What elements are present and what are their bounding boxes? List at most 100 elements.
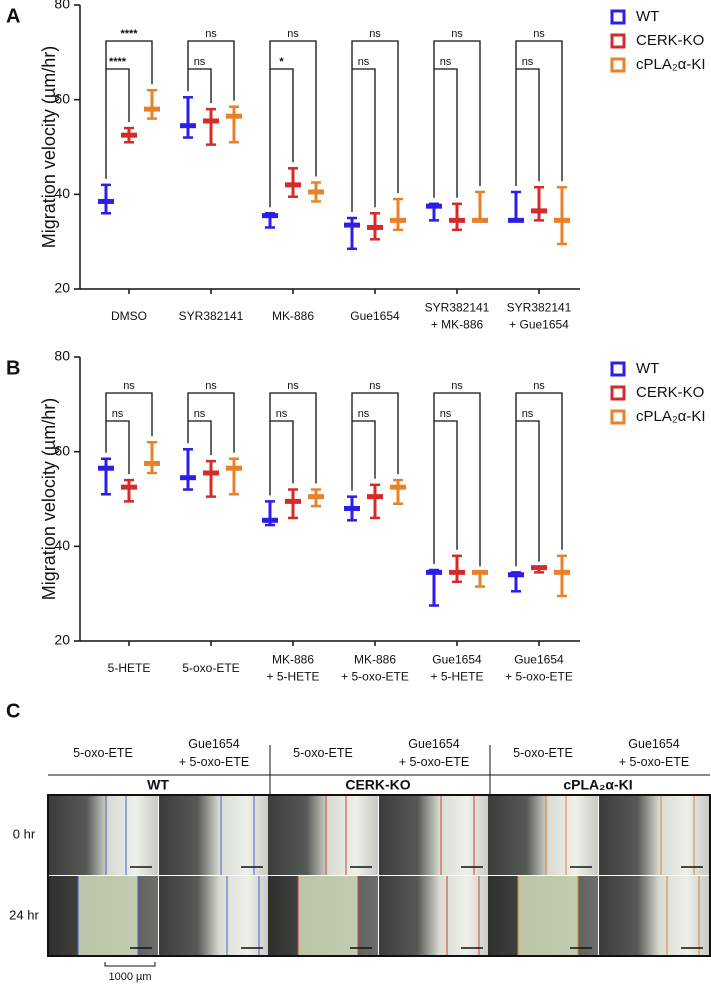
- significance-bracket: [187, 40, 235, 101]
- significance-label: ns: [440, 408, 452, 420]
- significance-bracket: [105, 392, 153, 437]
- micrograph: [268, 795, 378, 875]
- x-tick-label: SYR382141: [179, 309, 244, 323]
- micrograph: [48, 795, 158, 875]
- significance-label: ns: [276, 408, 288, 420]
- legend-label: CERK-KO: [636, 384, 704, 401]
- micrograph: [599, 795, 709, 875]
- scale-bracket: [104, 962, 156, 967]
- significance-bracket: [515, 68, 540, 186]
- significance-label: ns: [440, 56, 452, 68]
- micrograph-glow: [78, 876, 138, 956]
- significance-label: *: [279, 56, 284, 68]
- x-tick-label: Gue1654 + 5-HETE: [430, 653, 483, 684]
- scale-label: 1000 µm: [108, 971, 151, 983]
- panel-label: C: [6, 700, 20, 722]
- significance-label: ns: [287, 380, 299, 392]
- x-tick-label: 5-oxo-ETE: [182, 661, 239, 675]
- group-label: cPLA₂α-KI: [563, 777, 632, 793]
- legend-marker: [610, 361, 626, 377]
- legend-label: WT: [636, 8, 659, 25]
- micrograph: [599, 876, 709, 956]
- micrograph-glow: [298, 876, 358, 956]
- significance-bracket: [433, 68, 458, 198]
- significance-bracket: [433, 40, 481, 186]
- legend-marker: [610, 33, 626, 49]
- significance-label: ns: [369, 380, 381, 392]
- significance-bracket: [269, 40, 317, 177]
- y-tick-label: 60: [54, 442, 70, 458]
- micrograph: [488, 795, 598, 875]
- significance-label: ns: [194, 408, 206, 420]
- row-label: 0 hr: [13, 826, 36, 841]
- legend-marker: [610, 385, 626, 401]
- group-label: WT: [147, 777, 169, 793]
- significance-label: ns: [358, 56, 370, 68]
- significance-bracket: [269, 392, 317, 484]
- x-tick-label: MK-886 + 5-HETE: [266, 653, 319, 684]
- x-tick-label: DMSO: [111, 309, 147, 323]
- significance-bracket: [351, 68, 376, 212]
- x-tick-label: SYR382141 + MK-886: [425, 301, 490, 332]
- significance-label: ns: [123, 380, 135, 392]
- y-tick-label: 20: [54, 280, 70, 296]
- significance-bracket: [515, 392, 563, 550]
- significance-label: ns: [533, 380, 545, 392]
- legend-label: CERK-KO: [636, 32, 704, 49]
- significance-label: ns: [533, 28, 545, 40]
- column-label: 5-oxo-ETE: [513, 746, 573, 760]
- legend-label: cPLA₂α-KI: [636, 408, 706, 425]
- significance-label: ns: [194, 56, 206, 68]
- micrograph: [159, 795, 269, 875]
- significance-label: ns: [522, 408, 534, 420]
- y-tick-label: 40: [54, 537, 70, 553]
- significance-label: ns: [369, 28, 381, 40]
- significance-label: ns: [287, 28, 299, 40]
- significance-label: ns: [451, 28, 463, 40]
- x-tick-label: Gue1654 + 5-oxo-ETE: [505, 653, 573, 684]
- significance-bracket: [515, 420, 540, 567]
- legend-marker: [610, 57, 626, 73]
- significance-label: ns: [205, 380, 217, 392]
- significance-bracket: [105, 420, 130, 475]
- significance-bracket: [269, 420, 294, 496]
- significance-bracket: [515, 40, 563, 182]
- significance-bracket: [187, 420, 212, 456]
- significance-label: ns: [205, 28, 217, 40]
- column-label: Gue1654 + 5-oxo-ETE: [399, 737, 470, 769]
- micrograph-glow: [518, 876, 578, 956]
- x-tick-label: SYR382141 + Gue1654: [507, 301, 572, 332]
- micrograph: [159, 876, 269, 956]
- significance-label: ****: [120, 28, 138, 40]
- x-tick-label: MK-886 + 5-oxo-ETE: [341, 653, 409, 684]
- legend-label: WT: [636, 360, 659, 377]
- column-label: Gue1654 + 5-oxo-ETE: [179, 737, 250, 769]
- significance-bracket: [351, 40, 399, 194]
- column-label: 5-oxo-ETE: [73, 746, 133, 760]
- y-axis-label: Migration velocity (µm/hr): [39, 46, 59, 248]
- legend-marker: [610, 409, 626, 425]
- significance-bracket: [187, 68, 212, 104]
- significance-label: ns: [522, 56, 534, 68]
- significance-bracket: [433, 420, 458, 564]
- significance-label: ns: [112, 408, 124, 420]
- group-label: CERK-KO: [345, 777, 410, 793]
- y-tick-label: 60: [54, 90, 70, 106]
- significance-bracket: [105, 40, 153, 85]
- significance-bracket: [433, 392, 481, 567]
- significance-label: ns: [358, 408, 370, 420]
- x-tick-label: MK-886: [272, 309, 314, 323]
- micrograph: [379, 795, 489, 875]
- row-label: 24 hr: [9, 907, 39, 922]
- column-label: Gue1654 + 5-oxo-ETE: [619, 737, 690, 769]
- micrograph-frame: [47, 794, 711, 957]
- y-tick-label: 80: [54, 0, 70, 12]
- significance-bracket: [351, 420, 376, 491]
- significance-bracket: [105, 68, 130, 179]
- panel-label: B: [6, 357, 20, 379]
- column-label: 5-oxo-ETE: [293, 746, 353, 760]
- significance-bracket: [351, 392, 399, 475]
- y-tick-label: 40: [54, 185, 70, 201]
- significance-bracket: [269, 68, 294, 208]
- x-tick-label: 5-HETE: [108, 661, 151, 675]
